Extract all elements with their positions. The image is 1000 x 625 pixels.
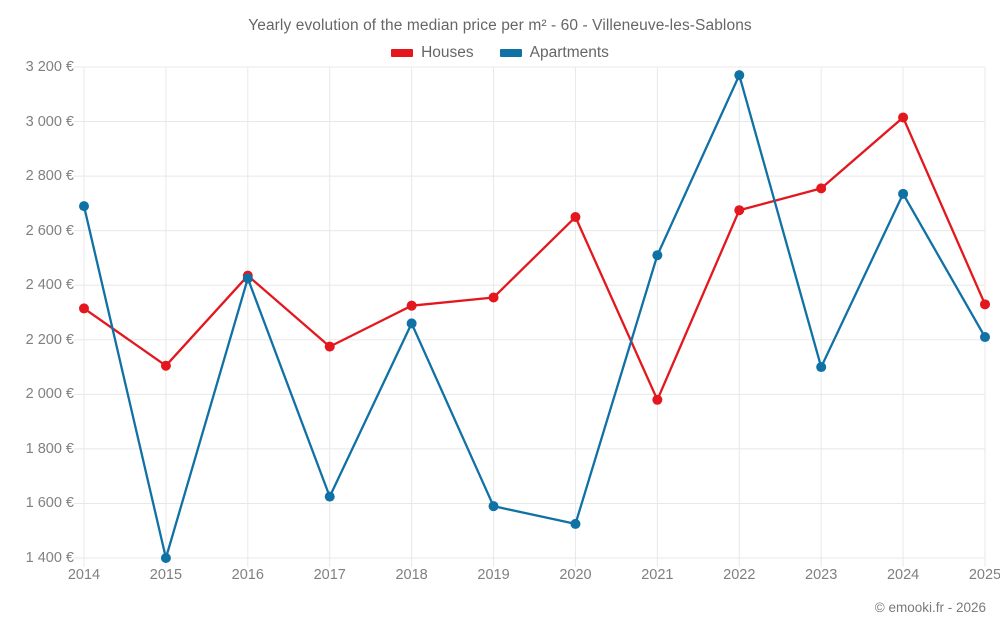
chart-legend: Houses Apartments [0,44,1000,62]
y-axis-tick-label: 3 200 € [25,59,74,75]
x-axis-tick-label: 2017 [313,567,346,583]
data-point[interactable] [980,332,990,343]
data-point[interactable] [816,362,827,373]
data-point[interactable] [898,112,909,123]
y-axis-tick-label: 1 600 € [25,495,74,512]
x-axis-tick-label: 2016 [231,567,264,583]
data-point[interactable] [898,188,909,199]
y-axis-tick-label: 2 200 € [25,331,74,348]
data-point[interactable] [816,183,827,194]
x-axis-tick-label: 2018 [395,567,428,583]
data-point[interactable] [488,292,499,303]
legend-item-houses[interactable]: Houses [391,44,474,62]
legend-label-apartments: Apartments [529,44,609,61]
data-point[interactable] [980,299,990,310]
x-axis-tick-label: 2023 [805,567,838,583]
data-point[interactable] [734,70,745,81]
data-point[interactable] [406,300,417,311]
x-axis-tick-label: 2019 [477,567,510,583]
x-axis-tick-label: 2025 [968,567,1000,583]
y-axis-tick-label: 2 000 € [25,386,74,403]
x-axis-tick-label: 2024 [886,567,920,583]
y-axis-tick-label: 2 600 € [25,222,74,239]
data-point[interactable] [652,394,663,405]
y-axis-tick-label: 1 800 € [25,440,74,457]
series-line-apartments [82,74,987,560]
legend-swatch-houses [391,49,414,57]
data-point[interactable] [324,491,335,502]
y-axis-tick-label: 2 800 € [25,168,74,185]
y-axis-tick-label: 1 400 € [25,550,74,566]
y-axis-tick-label: 2 400 € [25,277,74,294]
grid-lines [74,66,986,567]
x-axis-tick-label: 2022 [723,567,756,583]
data-point[interactable] [79,303,89,314]
chart-title: Yearly evolution of the median price per… [248,17,752,34]
x-axis-tick-label: 2014 [67,567,101,583]
y-axis-tick-label: 3 000 € [25,113,74,130]
legend-swatch-apartments [499,49,522,57]
data-point[interactable] [488,501,499,512]
data-point[interactable] [652,250,663,261]
data-point[interactable] [734,205,745,216]
data-point[interactable] [160,553,171,563]
data-point[interactable] [79,201,89,212]
data-point[interactable] [570,212,581,223]
data-point[interactable] [406,318,417,329]
x-axis-tick-label: 2015 [149,567,183,583]
legend-item-apartments[interactable]: Apartments [499,44,609,62]
legend-label-houses: Houses [421,44,474,61]
data-point[interactable] [242,273,253,284]
data-point[interactable] [324,341,335,352]
x-axis-tick-label: 2020 [559,567,592,583]
series-lines [82,74,987,560]
copyright-credit: © emooki.fr - 2026 [874,600,986,615]
data-point[interactable] [160,360,171,371]
data-point[interactable] [570,518,581,529]
x-axis-tick-label: 2021 [641,567,674,583]
data-points [79,70,990,563]
series-line-houses [82,116,987,401]
